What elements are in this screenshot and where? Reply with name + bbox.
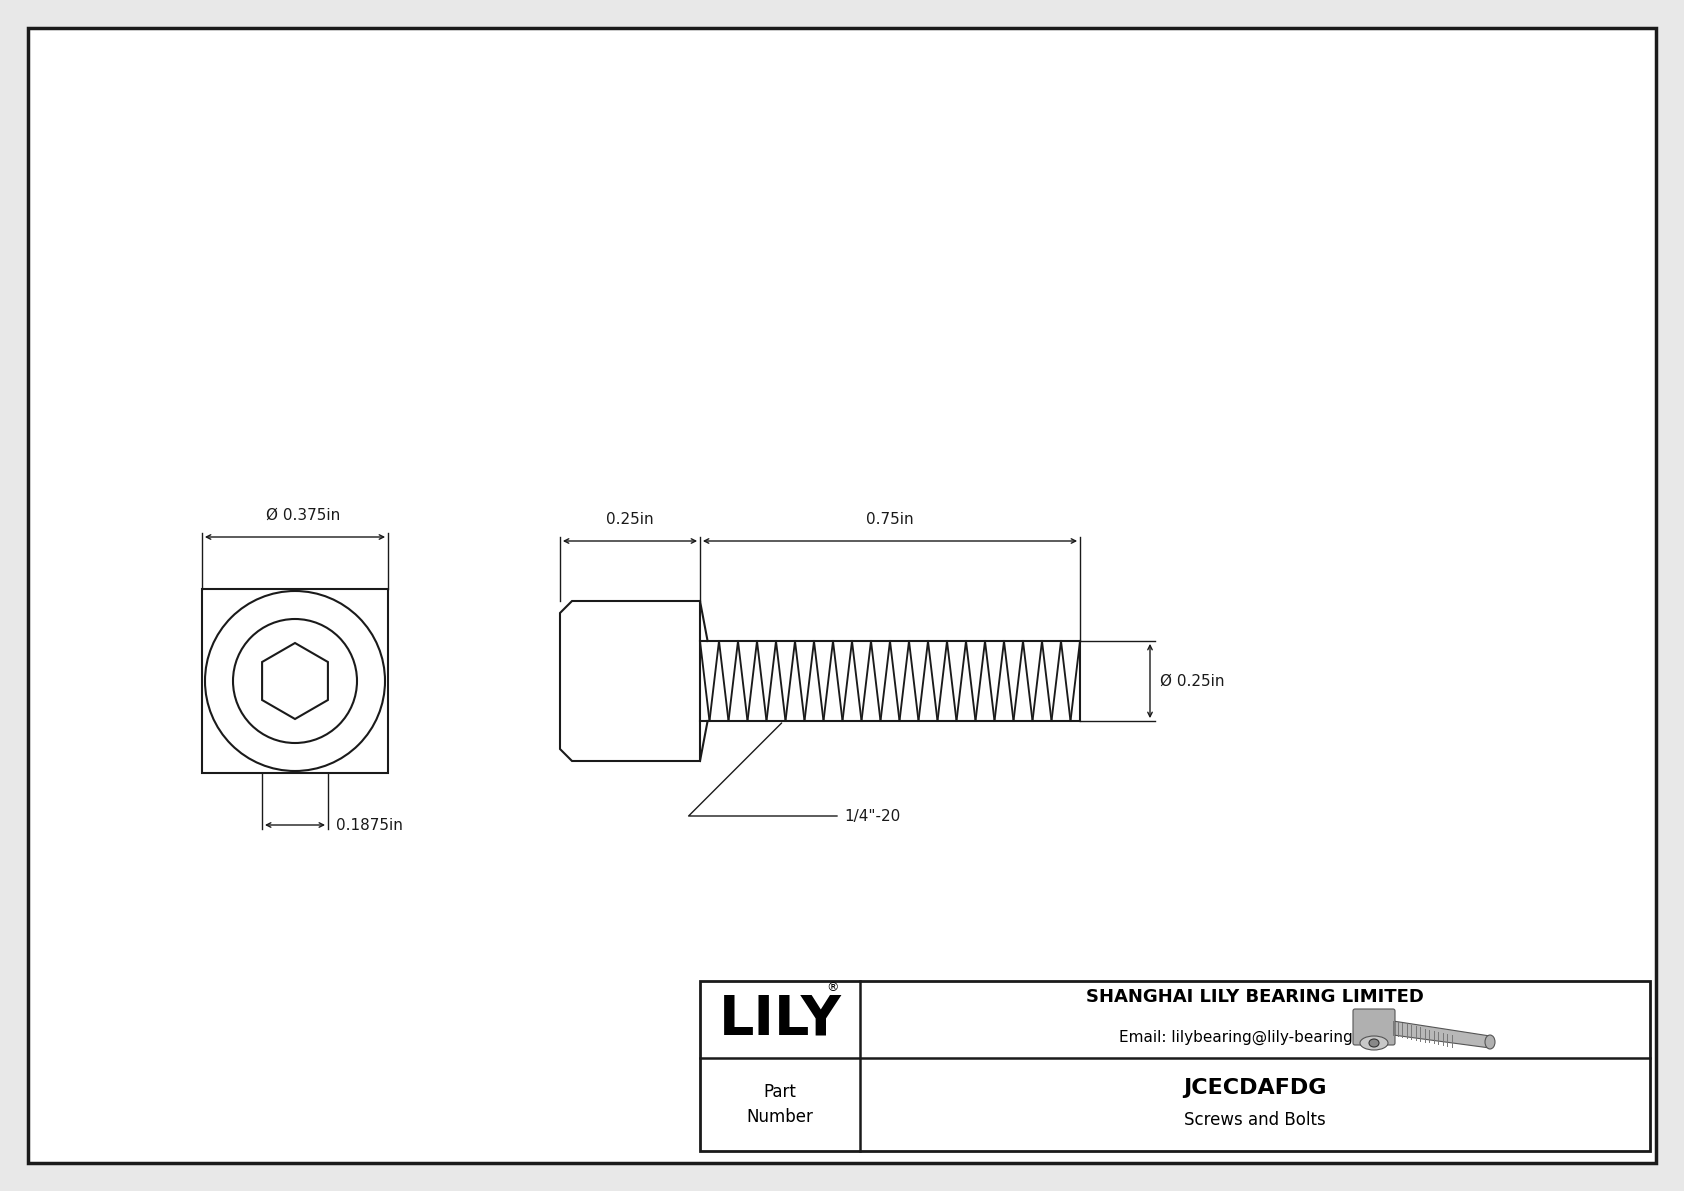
Circle shape xyxy=(205,591,386,771)
Text: 0.1875in: 0.1875in xyxy=(335,817,402,833)
Text: Part
Number: Part Number xyxy=(746,1083,813,1125)
Text: 0.25in: 0.25in xyxy=(606,512,653,526)
Text: ®: ® xyxy=(825,980,839,993)
Polygon shape xyxy=(1393,1021,1490,1048)
Text: 1/4"-20: 1/4"-20 xyxy=(844,809,901,823)
Text: SHANGHAI LILY BEARING LIMITED: SHANGHAI LILY BEARING LIMITED xyxy=(1086,989,1425,1006)
Bar xyxy=(701,981,1650,1151)
Bar xyxy=(202,590,387,773)
Text: Screws and Bolts: Screws and Bolts xyxy=(1184,1111,1325,1129)
Ellipse shape xyxy=(1369,1039,1379,1047)
Text: Email: lilybearing@lily-bearing.com: Email: lilybearing@lily-bearing.com xyxy=(1120,1030,1391,1045)
Text: JCECDAFDG: JCECDAFDG xyxy=(1184,1078,1327,1098)
Polygon shape xyxy=(263,643,328,719)
Text: Ø 0.375in: Ø 0.375in xyxy=(266,509,340,523)
Ellipse shape xyxy=(1361,1036,1388,1050)
Polygon shape xyxy=(561,601,701,761)
Text: LILY: LILY xyxy=(719,992,842,1046)
FancyBboxPatch shape xyxy=(1352,1009,1394,1045)
Text: 0.75in: 0.75in xyxy=(866,512,914,526)
Ellipse shape xyxy=(1485,1035,1495,1049)
Text: Ø 0.25in: Ø 0.25in xyxy=(1160,673,1224,688)
Circle shape xyxy=(232,619,357,743)
